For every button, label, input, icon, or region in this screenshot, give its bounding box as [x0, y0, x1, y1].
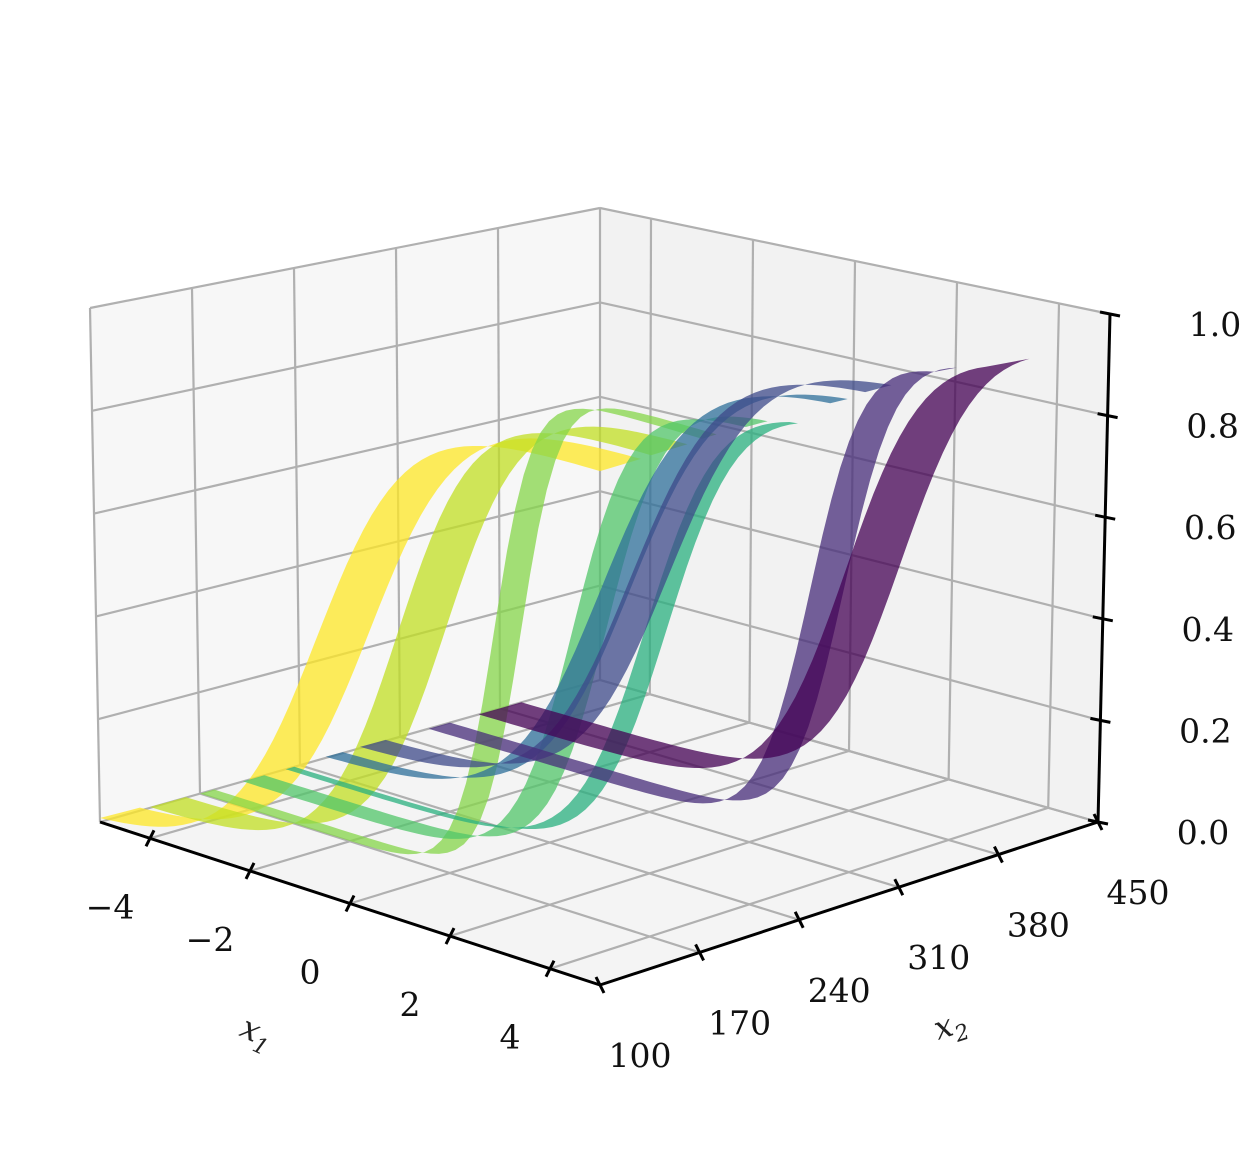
x1-tick-label: 0	[300, 953, 321, 992]
x2-tick-label: 450	[1107, 873, 1170, 912]
x2-tick	[793, 911, 805, 929]
x2-tick-label: 380	[1007, 906, 1070, 945]
z-tick-label: 0.8	[1186, 407, 1238, 446]
z-axis-ticks: 0.0 0.2 0.4 0.6 0.8 1.0	[1087, 305, 1241, 852]
x2-tick-label: 100	[609, 1036, 672, 1075]
x1-tick	[544, 960, 556, 978]
z-tick-label: 0.6	[1184, 508, 1236, 547]
x1-tick	[144, 829, 156, 847]
grid-line	[1047, 303, 1061, 808]
z-tick	[1090, 716, 1111, 724]
surface-ribbon-9	[478, 358, 1030, 768]
z-tick-label: 1.0	[1189, 305, 1241, 344]
surface-ribbon-4	[242, 416, 768, 839]
x2-axis-label: x2	[929, 1002, 973, 1054]
z-tick	[1087, 818, 1109, 826]
x2-tick-label: 170	[708, 1003, 771, 1042]
x2-tick	[893, 878, 905, 896]
grid-line	[89, 206, 601, 310]
x1-tick	[344, 894, 356, 913]
x1-tick-label: −4	[86, 887, 135, 926]
x2-tick	[694, 943, 705, 962]
grid-line	[88, 307, 102, 823]
x2-axis-line	[599, 820, 1099, 987]
surface-ribbons	[99, 358, 1030, 855]
x1-axis-ticks: −4 −2 0 2 4	[86, 829, 556, 1057]
grid-line	[299, 764, 800, 921]
z-tick-label: 0.2	[1179, 711, 1231, 750]
z-tick-label: 0.4	[1182, 610, 1234, 649]
x1-tick-label: −2	[186, 920, 235, 959]
z-axis-line	[1096, 313, 1112, 823]
left-pane	[90, 208, 600, 822]
grid-line	[93, 395, 601, 515]
grid-line	[190, 287, 202, 794]
z-tick	[1092, 615, 1114, 623]
x2-tick-label: 310	[907, 938, 970, 977]
z-tick-label: 0.0	[1177, 813, 1229, 852]
grid-line	[91, 301, 601, 412]
surface-ribbon-2	[150, 426, 688, 831]
x1-tick-label: 2	[400, 985, 421, 1024]
x2-tick	[594, 976, 606, 994]
z-tick	[1097, 412, 1118, 420]
grid-line	[599, 678, 1099, 824]
grid-line	[748, 239, 755, 723]
surface-ribbon-3	[200, 408, 717, 855]
x2-tick	[993, 845, 1004, 864]
grid-line	[449, 778, 949, 938]
grid-line	[549, 806, 1049, 970]
z-tick	[1099, 310, 1121, 318]
x2-axis-ticks: 100 170 240 310 380 450	[594, 813, 1170, 1075]
x1-axis-label: x1	[232, 1008, 280, 1061]
x2-tick-label: 240	[808, 971, 871, 1010]
grid-line	[599, 206, 1111, 316]
x1-tick	[444, 927, 456, 945]
z-tick	[1094, 513, 1116, 521]
x1-tick-label: 4	[500, 1018, 521, 1057]
grid-line	[599, 301, 1108, 417]
grid-line	[947, 282, 959, 780]
x1-tick	[244, 862, 256, 880]
